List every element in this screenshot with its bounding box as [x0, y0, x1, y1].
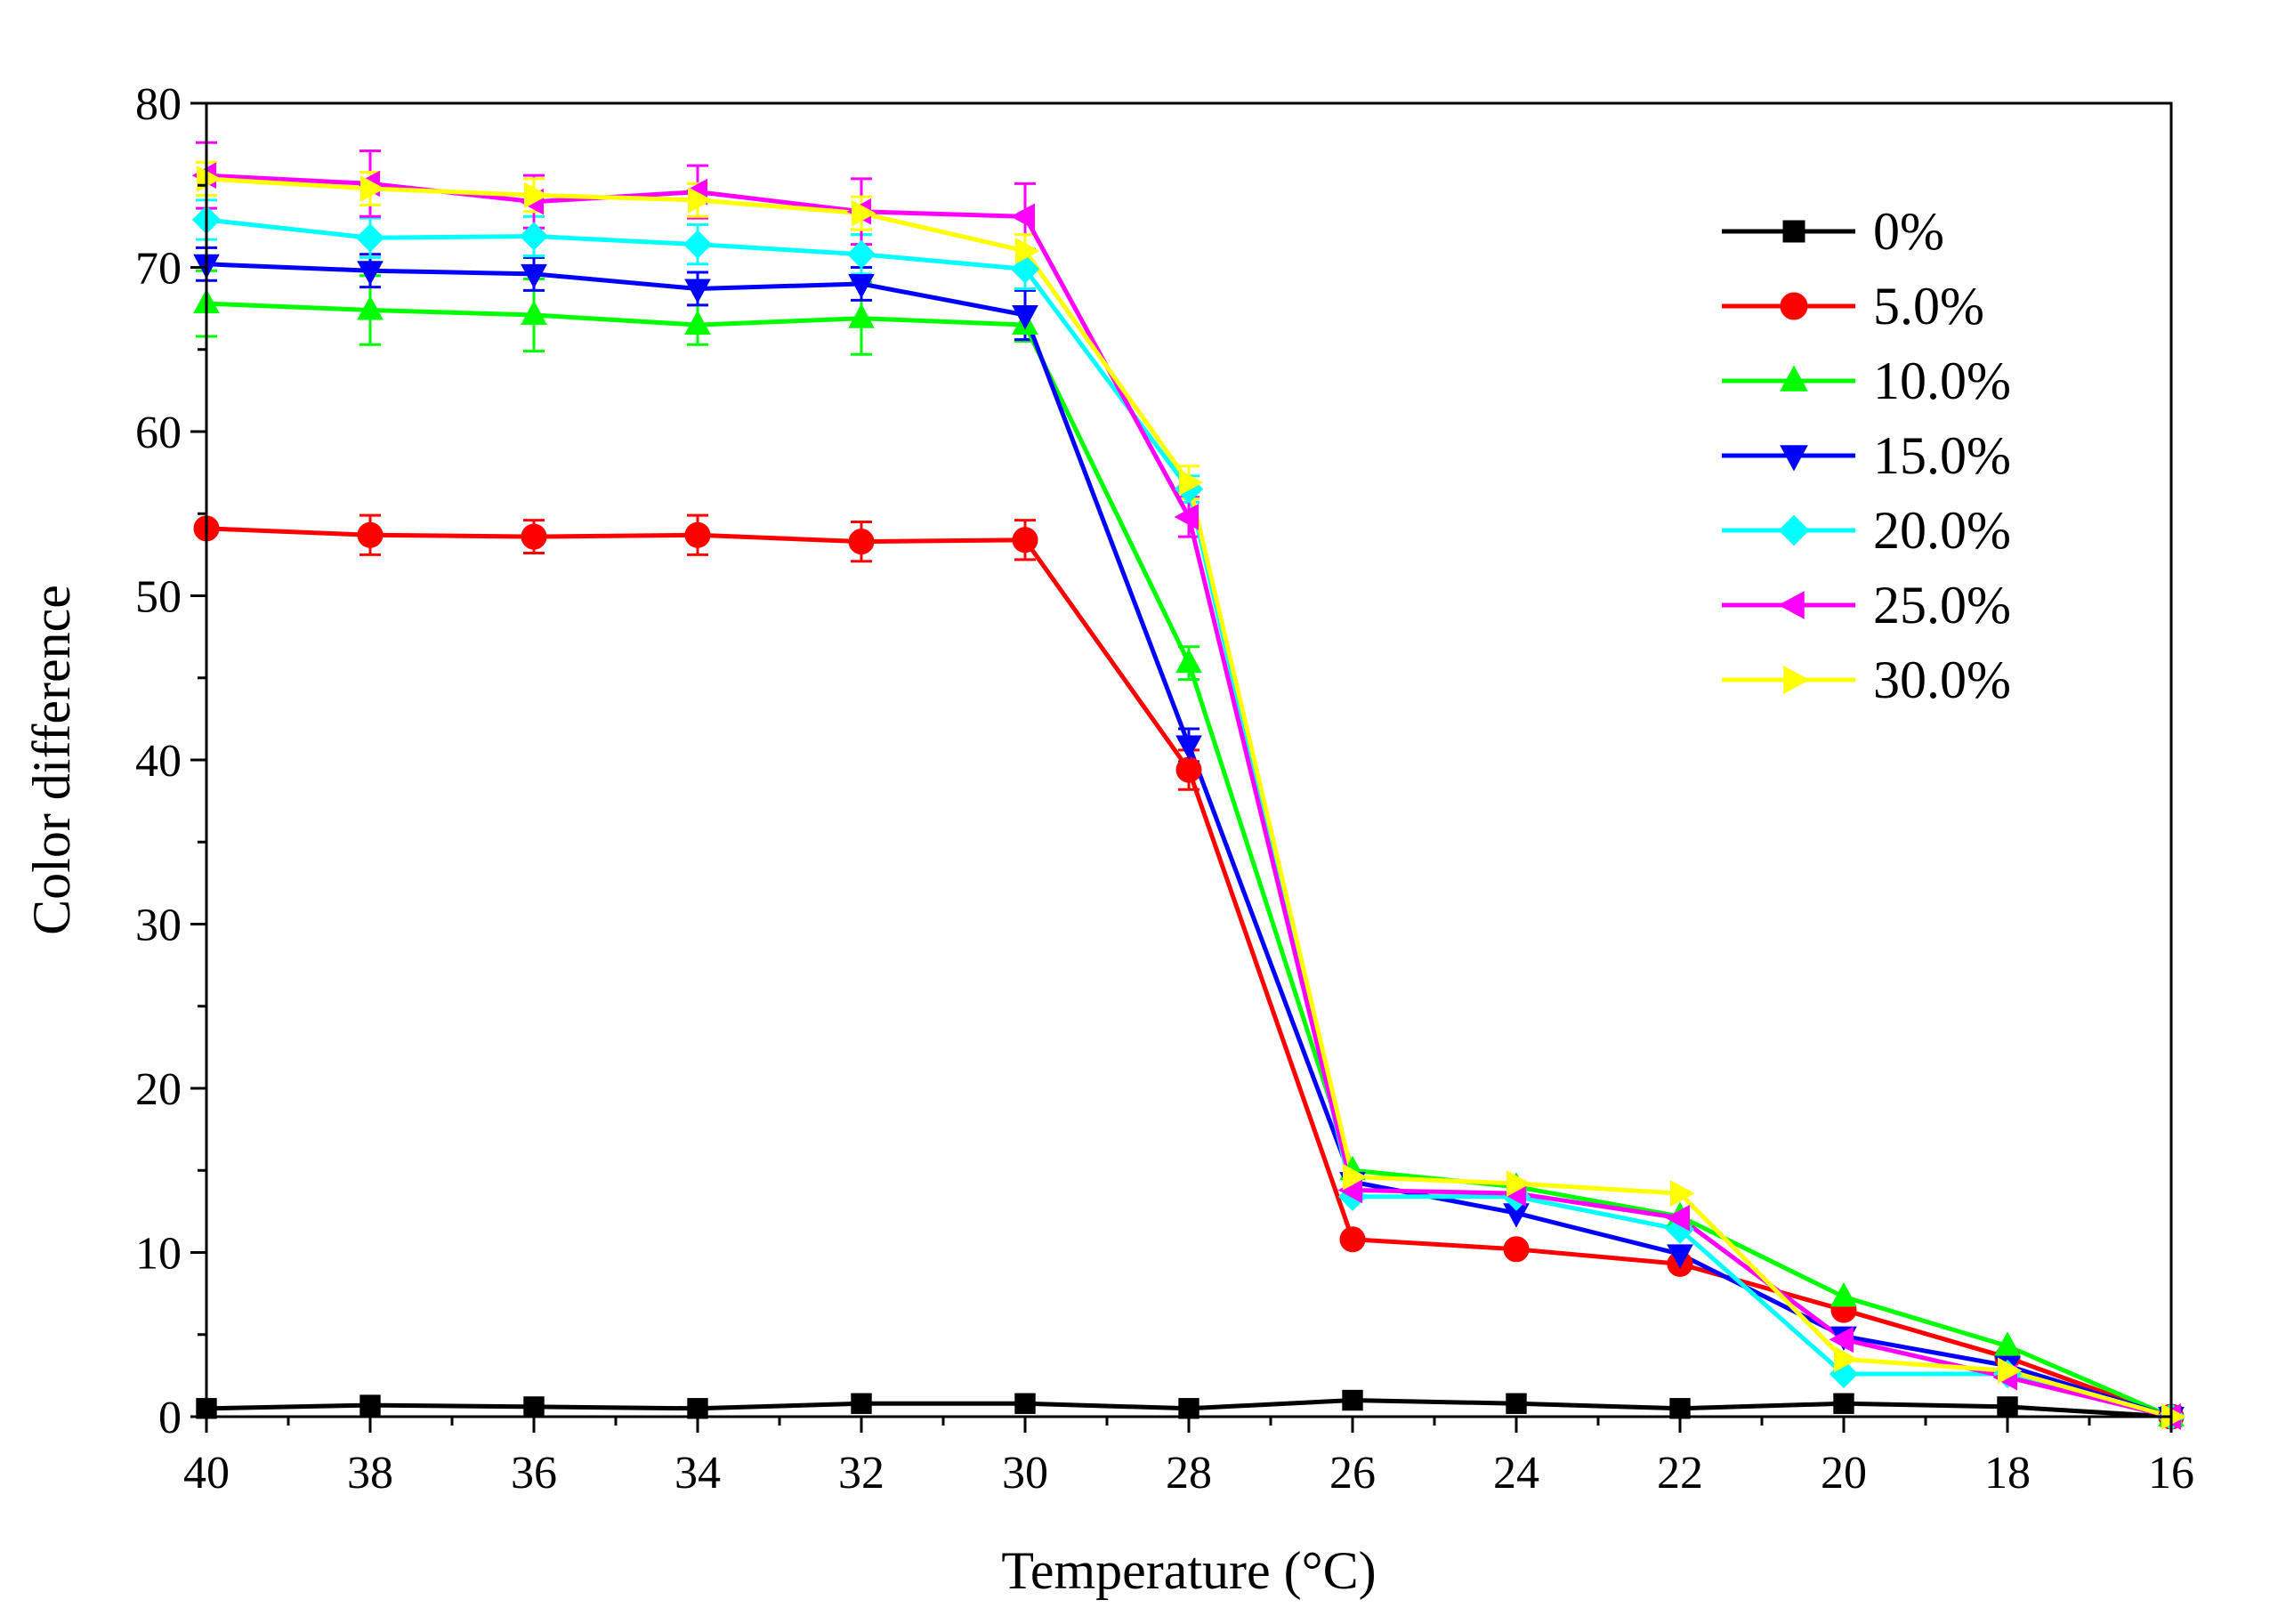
x-tick-label: 20: [1821, 1448, 1867, 1499]
legend-label: 25.0%: [1873, 576, 2011, 634]
data-point: [1175, 648, 1202, 674]
data-point: [852, 199, 876, 227]
data-point: [1834, 1345, 1859, 1373]
data-point: [688, 187, 713, 214]
legend: 0% 5.0% 10.0% 15.0% 20.0% 25.0% 30.0%: [1722, 202, 2011, 709]
data-point: [846, 239, 876, 269]
legend-marker: [1782, 220, 1805, 243]
data-point: [848, 303, 875, 328]
x-tick-label: 18: [1984, 1448, 2031, 1499]
data-point: [1175, 756, 1202, 783]
legend-label: 5.0%: [1873, 277, 1984, 335]
x-tick-label: 26: [1329, 1448, 1376, 1499]
y-tick-label: 10: [135, 1229, 182, 1280]
data-point: [1997, 1396, 2018, 1418]
legend-label: 20.0%: [1873, 501, 2011, 560]
data-point: [1994, 1331, 2021, 1356]
y-tick-label: 0: [158, 1393, 182, 1443]
x-tick-label: 16: [2148, 1448, 2194, 1499]
data-point: [1829, 1326, 1854, 1353]
x-tick-label: 34: [674, 1448, 721, 1499]
legend-label: 15.0%: [1873, 426, 2011, 485]
data-point: [521, 300, 547, 326]
data-point: [1506, 1170, 1531, 1197]
data-point: [684, 521, 711, 548]
data-point: [521, 523, 547, 550]
data-point: [684, 279, 711, 303]
x-tick-label: 40: [183, 1448, 230, 1499]
data-point: [1012, 305, 1038, 330]
data-point: [848, 273, 875, 299]
y-axis-title: Color difference: [22, 585, 81, 935]
x-tick-label: 28: [1166, 1448, 1212, 1499]
data-point: [360, 175, 385, 202]
data-point: [355, 223, 385, 253]
series-markers: [191, 162, 2186, 1432]
data-point: [357, 261, 384, 286]
legend-label: 10.0%: [1873, 351, 2011, 410]
x-tick-label: 32: [838, 1448, 884, 1499]
x-tick-label: 22: [1657, 1448, 1703, 1499]
data-point: [359, 1394, 381, 1416]
data-point: [357, 521, 384, 548]
data-point: [1015, 238, 1040, 264]
x-tick-label: 36: [511, 1448, 557, 1499]
x-tick-label: 24: [1493, 1448, 1539, 1499]
data-point: [1012, 527, 1038, 553]
data-point: [1179, 469, 1204, 497]
y-tick-label: 20: [135, 1064, 182, 1115]
data-point: [1830, 1281, 1857, 1307]
data-point: [1175, 735, 1202, 760]
data-point: [1833, 1393, 1854, 1414]
data-point: [1014, 1393, 1036, 1414]
data-point: [1670, 1180, 1695, 1207]
legend-marker: [1780, 445, 1808, 472]
data-point: [357, 295, 384, 320]
data-point: [1174, 504, 1199, 530]
data-point: [1998, 1357, 2023, 1385]
data-point: [524, 182, 549, 209]
data-point: [1503, 1236, 1530, 1263]
x-axis-title: Temperature (°C): [1001, 1541, 1376, 1600]
data-point: [1665, 1204, 1690, 1232]
legend-marker: [1778, 591, 1805, 619]
data-point: [851, 1393, 872, 1414]
data-point: [523, 1396, 545, 1418]
legend-marker: [1783, 666, 1810, 694]
y-tick-label: 70: [135, 244, 182, 295]
data-point: [519, 222, 549, 251]
data-point: [684, 310, 711, 335]
data-point: [683, 230, 713, 259]
legend-marker: [1780, 365, 1808, 392]
y-tick-label: 50: [135, 572, 182, 623]
data-point: [1343, 1163, 1368, 1191]
legend-label: 30.0%: [1873, 650, 2011, 709]
data-point: [1506, 1393, 1527, 1414]
y-tick-label: 60: [135, 408, 182, 458]
x-tick-label: 38: [347, 1448, 393, 1499]
axes: 40 38 36 34 32 30 28 26 24 22 20 18 16 0 10 20 30 40 50 60 7…: [135, 79, 2194, 1499]
y-tick-label: 40: [135, 736, 182, 787]
y-tick-label: 80: [135, 79, 182, 130]
y-tick-label: 30: [135, 901, 182, 951]
data-point: [1667, 1244, 1693, 1269]
legend-marker: [1778, 514, 1810, 546]
data-point: [521, 263, 547, 289]
x-tick-label: 30: [1002, 1448, 1048, 1499]
data-point: [1010, 203, 1035, 230]
legend-marker: [1780, 292, 1808, 320]
data-point: [848, 529, 875, 555]
data-point: [1342, 1389, 1363, 1411]
data-point: [1339, 1226, 1366, 1253]
legend-label: 0%: [1873, 202, 1944, 261]
